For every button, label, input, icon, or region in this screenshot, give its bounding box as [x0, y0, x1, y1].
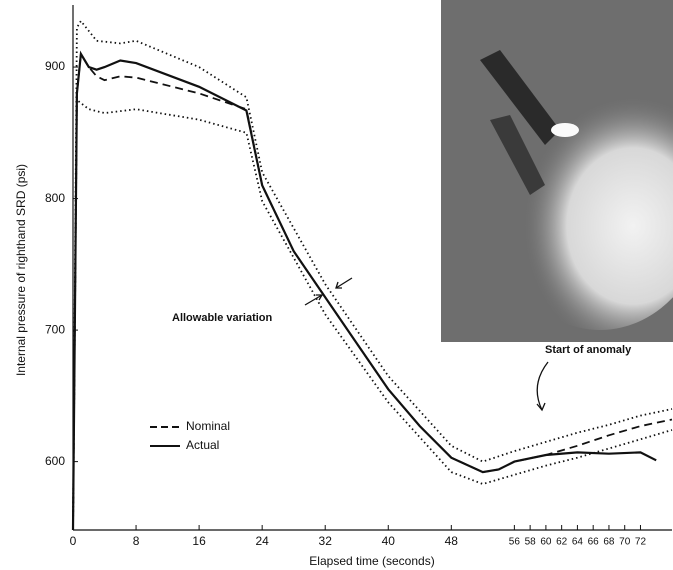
series-line: [72, 19, 673, 531]
x-tick-label: 60: [540, 537, 552, 548]
x-tick-label: 24: [255, 534, 269, 548]
x-tick-label: 62: [556, 537, 568, 548]
x-tick-label: 64: [572, 537, 584, 548]
series-line: [72, 98, 673, 531]
x-tick-label: 58: [525, 537, 537, 548]
y-tick-label: 900: [45, 59, 65, 73]
x-tick-label: 70: [619, 537, 631, 548]
legend-label: Actual: [186, 438, 219, 452]
series-line: [71, 50, 657, 531]
legend-label: Nominal: [186, 419, 230, 433]
x-axis-title: Elapsed time (seconds): [309, 554, 434, 568]
annotation-arrows: [304, 277, 549, 412]
photo-inset: [441, 0, 673, 342]
x-tick-label: 72: [635, 537, 647, 548]
x-tick-label: 16: [192, 534, 206, 548]
y-tick-label: 800: [45, 191, 65, 205]
y-tick-label: 700: [45, 322, 65, 336]
y-axis-title: Internal pressure of righthand SRD (psi): [14, 164, 28, 376]
x-tick-label: 48: [445, 534, 459, 548]
annotation: Start of anomaly: [545, 344, 632, 356]
legend: Nominal Actual: [150, 419, 230, 452]
x-tick-label: 8: [133, 534, 140, 548]
x-tick-label: 40: [382, 534, 396, 548]
x-tick-label: 32: [319, 534, 333, 548]
x-tick-label: 56: [509, 537, 521, 548]
x-tick-label: 66: [588, 537, 600, 548]
x-tick-label: 68: [603, 537, 615, 548]
annotation: Allowable variation: [172, 312, 273, 324]
y-tick-label: 600: [45, 454, 65, 468]
x-tick-label: 0: [70, 534, 77, 548]
